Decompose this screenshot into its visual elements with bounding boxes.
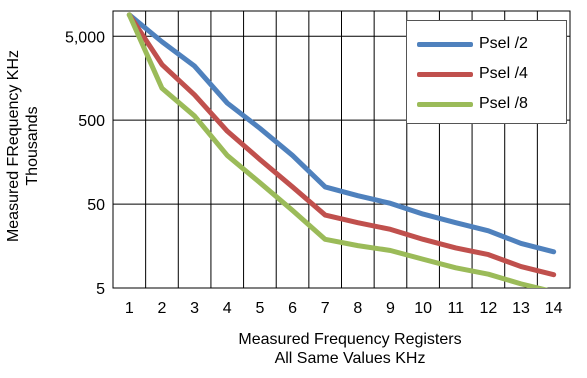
x-tick-label: 13: [512, 300, 530, 317]
legend-swatch-psel-8: [417, 101, 473, 107]
x-tick-label: 11: [447, 300, 464, 317]
x-axis-title-line-1: Measured Frequency Registers: [238, 331, 462, 348]
y-axis-title-line-2: Thousands: [24, 106, 41, 186]
x-axis-title: Measured Frequency Registers All Same Va…: [140, 330, 560, 368]
series-line-psel-8: [126, 12, 549, 288]
x-tick-label: 10: [414, 300, 432, 317]
x-tick-label: 9: [386, 300, 395, 317]
plot-area-frame: [112, 10, 571, 289]
x-axis-title-line-2: All Same Values KHz: [274, 350, 426, 367]
legend-item-psel-2: Psel /2: [417, 34, 528, 54]
y-tick-label: 50: [87, 197, 105, 214]
y-tick-label: 500: [78, 113, 105, 130]
x-tick-label: 2: [158, 300, 167, 317]
y-tick-label: 5,000: [65, 29, 105, 46]
axes: [112, 10, 571, 289]
x-tick-label: 3: [190, 300, 199, 317]
legend-item-psel-4: Psel /4: [417, 64, 528, 84]
x-tick-label: 14: [545, 300, 563, 317]
x-tick-label: 6: [288, 300, 297, 317]
legend-label-psel-2: Psel /2: [479, 35, 528, 52]
x-tick-label: 1: [125, 300, 134, 317]
y-tick-label: 5: [96, 281, 105, 298]
x-tick-label: 5: [255, 300, 264, 317]
legend-swatch-psel-2: [417, 41, 473, 47]
x-tick-label: 12: [479, 300, 497, 317]
legend-label-psel-8: Psel /8: [479, 95, 528, 112]
x-tick-label: 7: [321, 300, 330, 317]
legend-label-psel-4: Psel /4: [479, 65, 528, 82]
x-tick-label: 8: [353, 300, 362, 317]
y-axis-title: Measured FRequency KHz Thousands: [2, 26, 44, 266]
series-line-psel-2: [126, 12, 557, 255]
legend-item-psel-8: Psel /8: [417, 94, 528, 114]
series-line-psel-4: [126, 12, 557, 278]
series-lines: [126, 12, 557, 288]
legend-swatch-psel-4: [417, 71, 473, 77]
x-tick-label: 4: [223, 300, 232, 317]
legend: Psel /2 Psel /4 Psel /8: [406, 20, 567, 124]
y-axis-title-line-1: Measured FRequency KHz: [5, 49, 22, 243]
